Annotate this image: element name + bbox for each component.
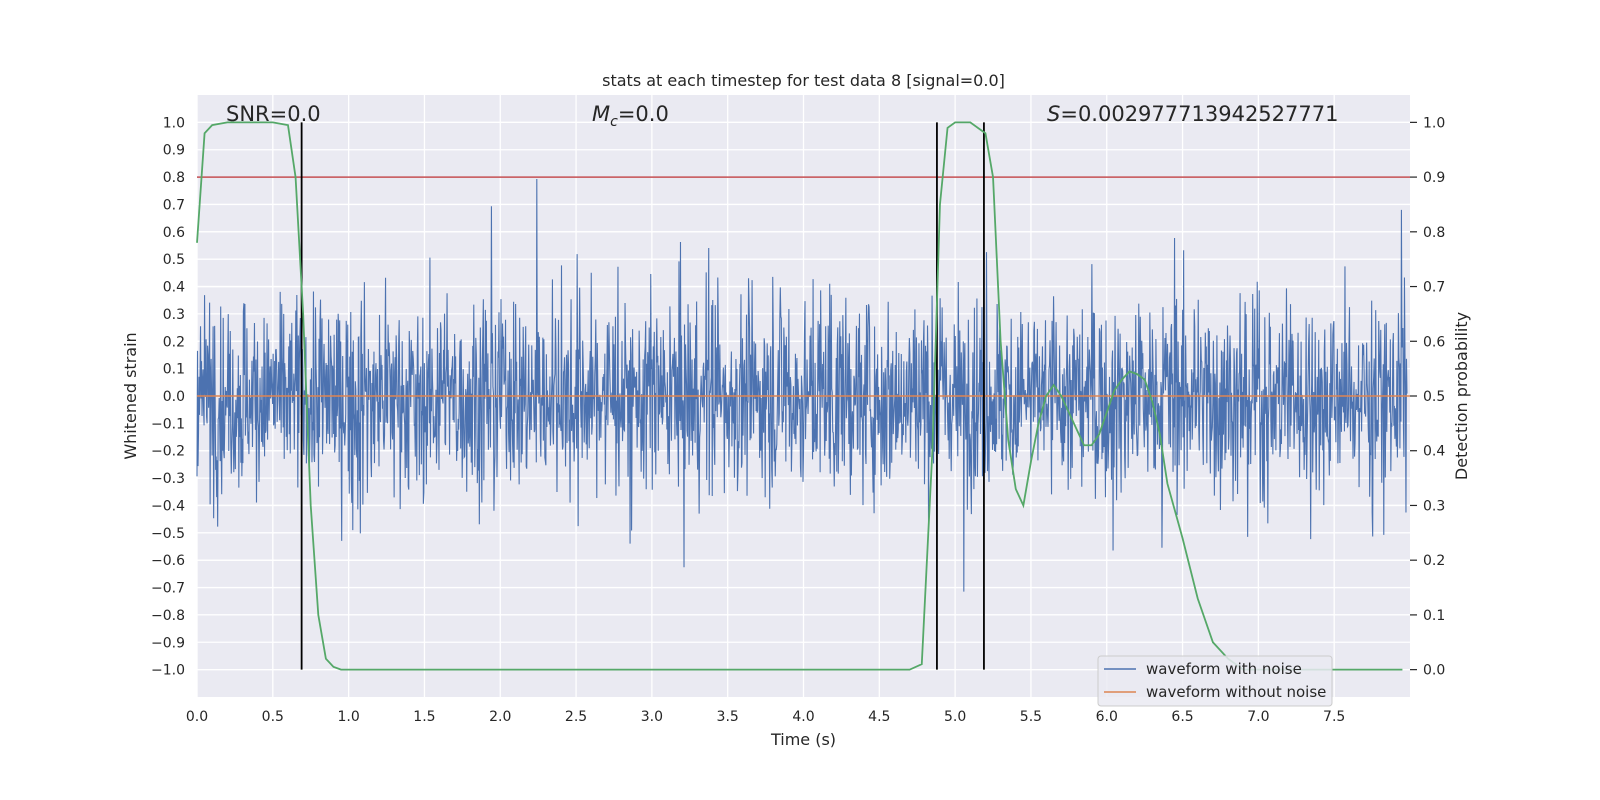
- y-tick-label: 0.8: [163, 170, 185, 186]
- s-symbol: S: [1047, 102, 1060, 126]
- x-tick-label: 0.0: [186, 709, 208, 725]
- x-tick-label: 6.5: [1171, 709, 1193, 725]
- y-tick-label: −0.5: [151, 526, 185, 542]
- s-value: =0.002977713942527771: [1060, 102, 1338, 126]
- x-tick-label: 0.5: [262, 709, 284, 725]
- chart-title: stats at each timestep for test data 8 […: [602, 71, 1005, 90]
- y-tick-label: 0.0: [163, 389, 185, 405]
- detection-probability-line: [196, 121, 1403, 671]
- axes: 0.0 0.5 1.0 1.5 2.0 2.5 3.0 3.5 4.0 4.5 5.0 5.5 6.0 6…: [151, 115, 1445, 725]
- x-tick-label: 1.0: [337, 709, 359, 725]
- annotation-snr: SNR=0.0: [226, 102, 321, 126]
- x-tick-label: 3.5: [717, 709, 739, 725]
- y-tick-label: −0.6: [151, 553, 185, 569]
- x-tick-label: 4.5: [868, 709, 890, 725]
- x-tick-label: 6.0: [1096, 709, 1118, 725]
- y-right-tick-label: 0.5: [1423, 389, 1445, 405]
- mc-value: =0.0: [618, 102, 669, 126]
- y-tick-label: −0.7: [151, 581, 185, 597]
- annotation-mc: Mc=0.0: [592, 102, 669, 130]
- y-tick-label: 0.4: [163, 280, 185, 296]
- y-tick-label: 0.9: [163, 143, 185, 159]
- y-right-tick-label: 1.0: [1423, 115, 1445, 131]
- series-waveform-with-noise: [196, 179, 1408, 592]
- y-right-tick-label: 0.6: [1423, 334, 1445, 350]
- x-tick-label: 3.0: [641, 709, 663, 725]
- y-right-tick-label: 0.0: [1423, 663, 1445, 679]
- x-tick-label: 2.5: [565, 709, 587, 725]
- y-tick-label: −0.3: [151, 471, 185, 487]
- y-tick-label: −0.9: [151, 635, 185, 651]
- legend: waveform with noise waveform without noi…: [1097, 655, 1333, 707]
- y-right-tick-label: 0.2: [1423, 553, 1445, 569]
- y-tick-label: −0.2: [151, 444, 185, 460]
- mc-symbol: M: [592, 102, 610, 126]
- y-right-tick-label: 0.9: [1423, 170, 1445, 186]
- legend-label-noise: waveform with noise: [1146, 660, 1302, 678]
- y-axis-label-right: Detection probability: [1452, 312, 1471, 480]
- x-axis-label: Time (s): [770, 730, 836, 749]
- x-tick-label: 1.5: [413, 709, 435, 725]
- y-tick-label: −1.0: [151, 663, 185, 679]
- y-tick-label: 0.6: [163, 225, 185, 241]
- overlay-lines: [196, 121, 1410, 671]
- y-tick-label: 0.3: [163, 307, 185, 323]
- x-tick-label: 5.5: [1020, 709, 1042, 725]
- y-tick-label: −0.8: [151, 608, 185, 624]
- x-tick-label: 5.0: [944, 709, 966, 725]
- y-axis-label: Whitened strain: [121, 332, 140, 459]
- y-tick-label: 0.2: [163, 334, 185, 350]
- x-tick-label: 4.0: [792, 709, 814, 725]
- y-right-tick-label: 0.7: [1423, 280, 1445, 296]
- y-right-tick-label: 0.4: [1423, 444, 1445, 460]
- y-right-tick-label: 0.1: [1423, 608, 1445, 624]
- y-right-tick-label: 0.8: [1423, 225, 1445, 241]
- x-tick-label: 7.5: [1323, 709, 1345, 725]
- y-tick-label: 0.7: [163, 197, 185, 213]
- y-right-tick-label: 0.3: [1423, 498, 1445, 514]
- legend-box: [1097, 655, 1333, 707]
- y-tick-label: 0.5: [163, 252, 185, 268]
- y-tick-label: −0.4: [151, 498, 185, 514]
- y-tick-label: −0.1: [151, 416, 185, 432]
- noise-waveform-path: [196, 179, 1408, 592]
- legend-label-clean: waveform without noise: [1146, 683, 1326, 701]
- x-tick-label: 7.0: [1247, 709, 1269, 725]
- mc-subscript: c: [610, 114, 618, 130]
- x-tick-label: 2.0: [489, 709, 511, 725]
- y-tick-label: 1.0: [163, 115, 185, 131]
- y-tick-label: 0.1: [163, 362, 185, 378]
- annotation-s: S=0.002977713942527771: [1047, 102, 1338, 126]
